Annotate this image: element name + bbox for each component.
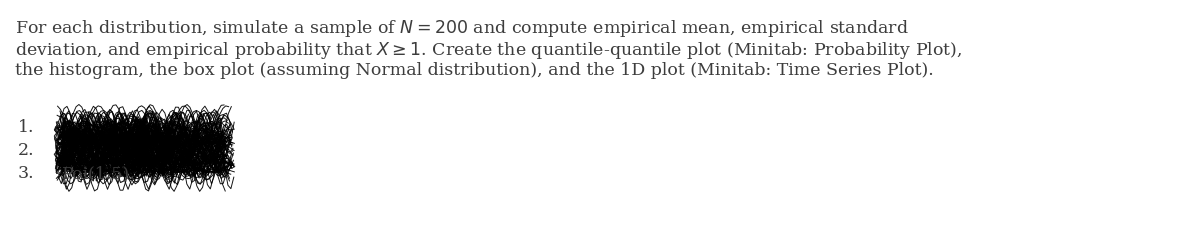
Text: 1.: 1. bbox=[18, 119, 35, 136]
Text: Poi(1.5).: Poi(1.5). bbox=[62, 165, 136, 182]
Text: 3.: 3. bbox=[18, 165, 35, 182]
Text: deviation, and empirical probability that $X \geq 1$. Create the quantile-quanti: deviation, and empirical probability tha… bbox=[14, 40, 962, 61]
Text: 2.: 2. bbox=[18, 142, 35, 159]
Text: the histogram, the box plot (assuming Normal distribution), and the 1D plot (Min: the histogram, the box plot (assuming No… bbox=[14, 62, 934, 79]
Text: For each distribution, simulate a sample of $N = 200$ and compute empirical mean: For each distribution, simulate a sample… bbox=[14, 18, 908, 39]
